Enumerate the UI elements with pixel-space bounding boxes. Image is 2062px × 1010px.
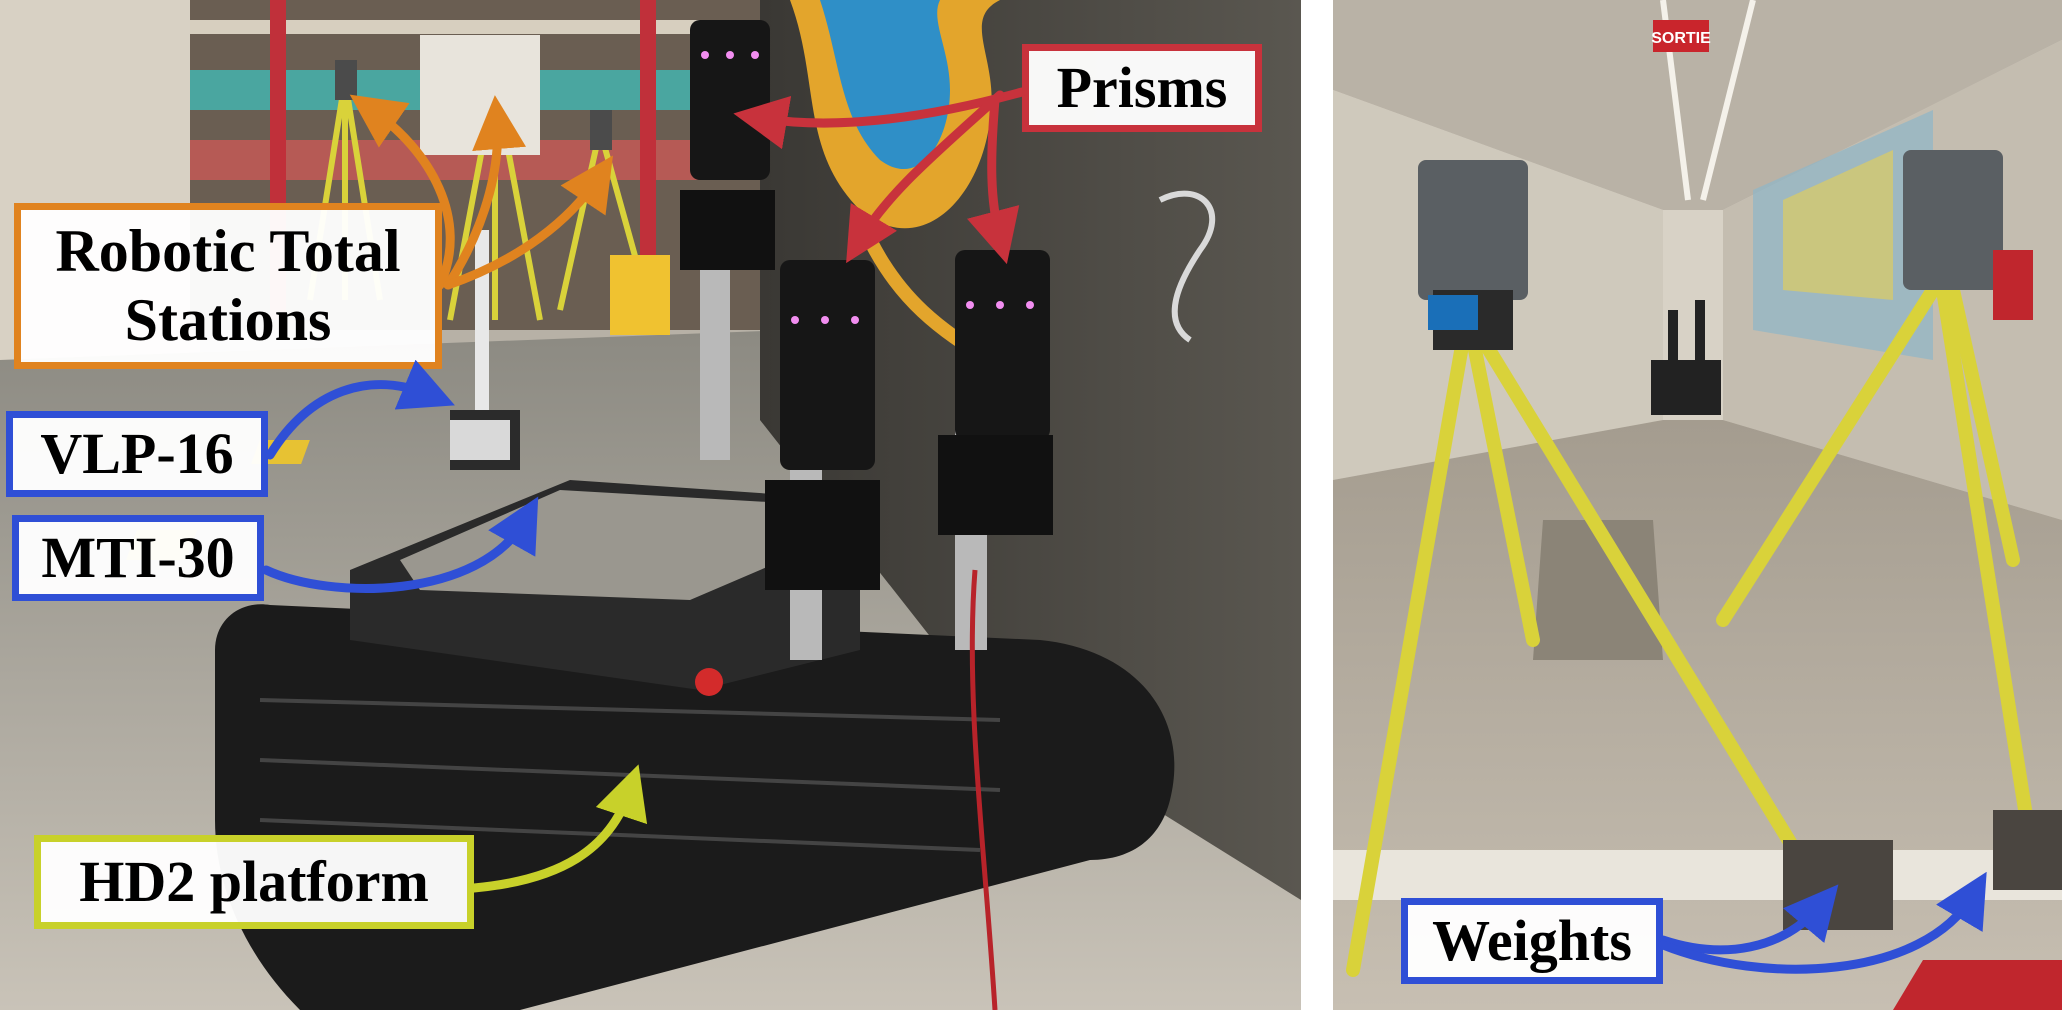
corridor-tripods-photo: SORTIE (1333, 0, 2062, 1010)
mti30-label: MTI-30 (12, 515, 264, 601)
exit-sign (1653, 20, 1709, 52)
right-photo-panel: SORTIE (1333, 0, 2062, 1010)
prisms-label: Prisms (1022, 44, 1262, 132)
vlp16-label: VLP-16 (6, 411, 268, 497)
weights-label: Weights (1401, 898, 1663, 984)
exit-sign-text: SORTIE (1651, 30, 1711, 47)
left-photo-panel: Prisms Robotic Total Stations VLP-16 MTI… (0, 0, 1301, 1010)
robotic-total-stations-label: Robotic Total Stations (14, 203, 442, 369)
hd2-platform-label: HD2 platform (34, 835, 474, 929)
